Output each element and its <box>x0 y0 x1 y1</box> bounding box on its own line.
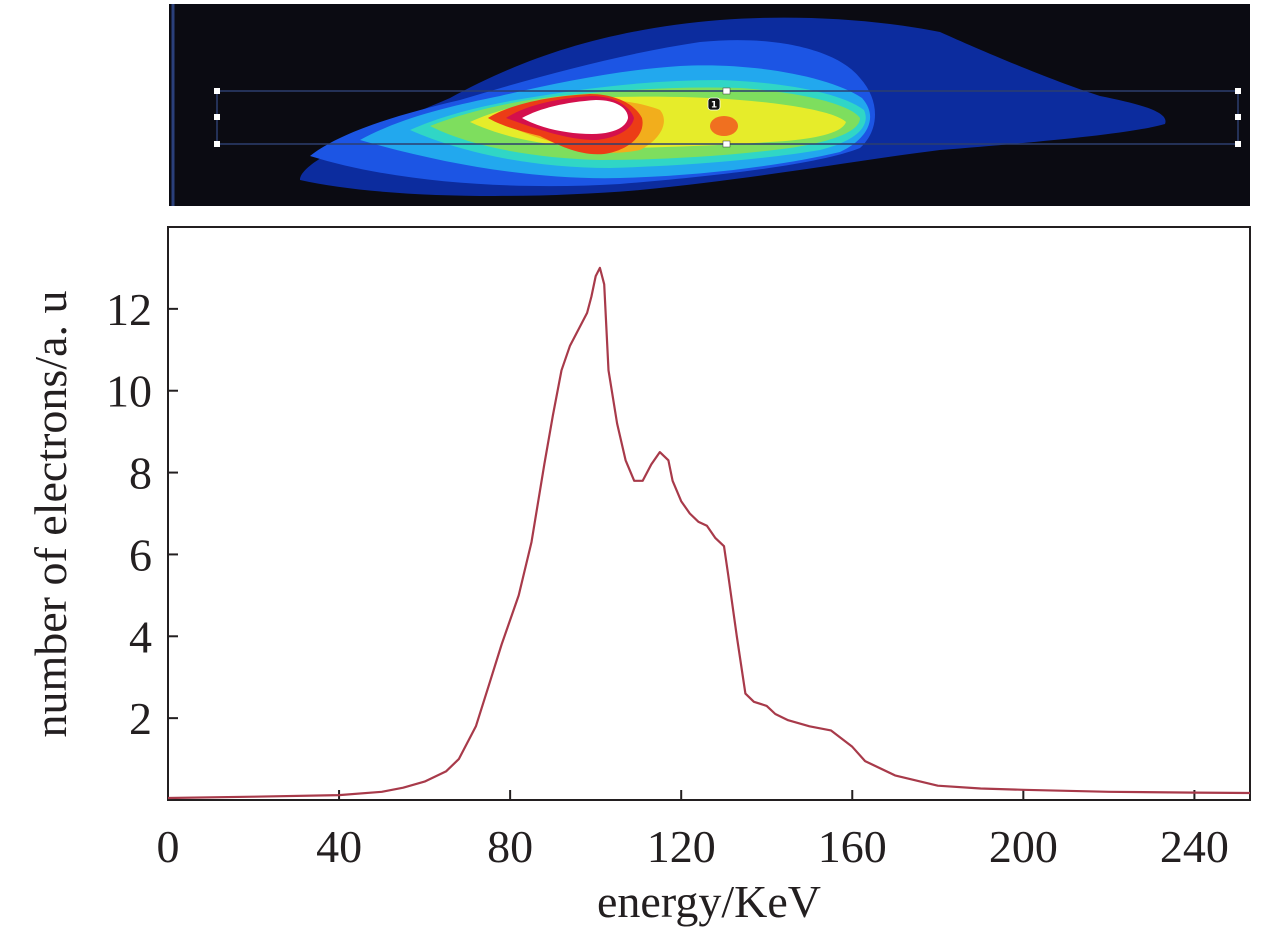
roi-handle-mid-left[interactable] <box>214 114 220 120</box>
series-line-electron-count <box>168 266 1250 800</box>
roi-marker-label: 1 <box>711 101 717 111</box>
x-tick-label: 0 <box>157 821 180 872</box>
spectrometer-image: 1 <box>169 4 1250 206</box>
spectrum-chart: 0 40 80 120 160 200 240 2 4 6 8 10 12 energy/KeV nu… <box>25 226 1251 927</box>
y-axis-tick-labels: 2 4 6 8 10 12 <box>106 284 152 744</box>
x-tick-label: 200 <box>989 821 1058 872</box>
roi-marker-badge[interactable] <box>707 97 721 111</box>
x-axis-tick-labels: 0 40 80 120 160 200 240 <box>157 821 1229 872</box>
x-tick-label: 240 <box>1160 821 1229 872</box>
blob-orange-spot <box>710 116 738 136</box>
roi-handle-top-right[interactable] <box>1235 88 1241 94</box>
roi-handle-top-mid[interactable] <box>722 87 731 95</box>
x-axis-title: energy/KeV <box>597 876 821 927</box>
plot-area-frame <box>167 226 1251 801</box>
roi-handle-mid-right[interactable] <box>1235 114 1241 120</box>
x-tick-label: 120 <box>647 821 716 872</box>
intensity-blobs <box>300 17 1166 196</box>
blob-white <box>522 100 628 134</box>
roi-handle-top-left[interactable] <box>214 88 220 94</box>
y-tick-label: 4 <box>129 611 152 662</box>
y-tick-label: 12 <box>106 284 152 335</box>
y-axis-ticks <box>168 307 178 720</box>
y-tick-label: 6 <box>129 529 152 580</box>
x-tick-label: 40 <box>316 821 362 872</box>
roi-handle-bottom-left[interactable] <box>214 141 220 147</box>
y-tick-label: 8 <box>129 448 152 499</box>
y-tick-label: 2 <box>129 693 152 744</box>
y-axis-title: number of electrons/a. u <box>25 290 76 737</box>
y-tick-label: 10 <box>106 366 152 417</box>
x-tick-label: 160 <box>818 821 887 872</box>
roi-selection-box[interactable]: 1 <box>214 87 1241 148</box>
roi-handle-bottom-right[interactable] <box>1235 141 1241 147</box>
roi-handle-bottom-mid[interactable] <box>722 140 731 148</box>
x-tick-label: 80 <box>487 821 533 872</box>
